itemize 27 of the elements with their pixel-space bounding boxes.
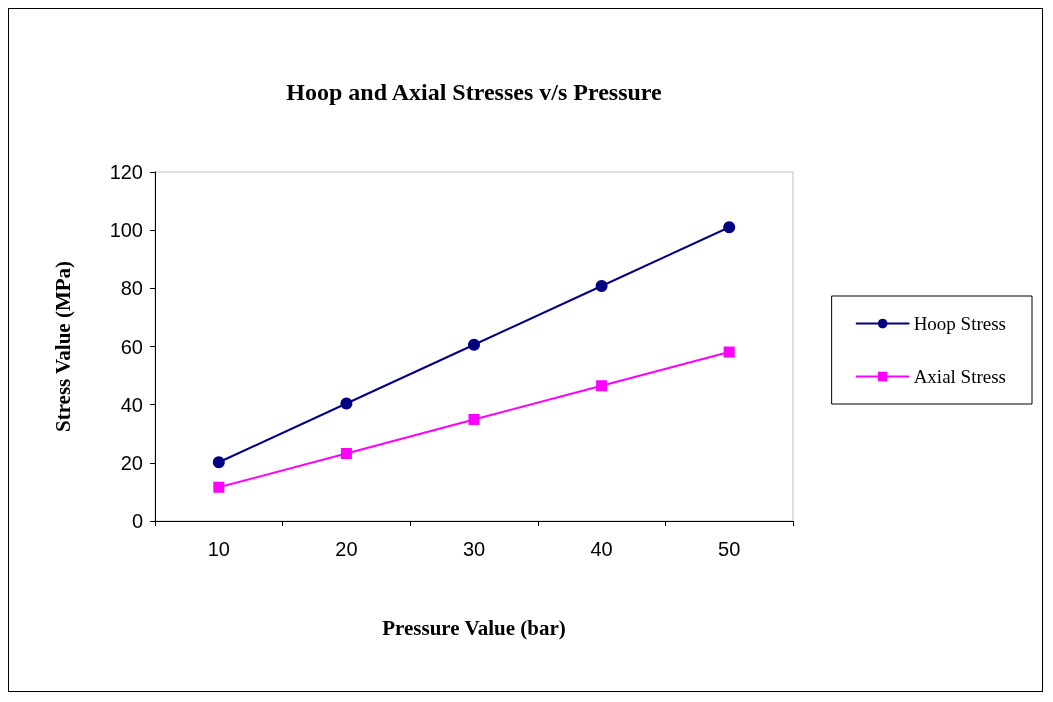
- legend-label: Axial Stress: [913, 366, 1006, 387]
- point: [213, 481, 225, 493]
- x-tick-label: 50: [718, 538, 741, 560]
- y-tick-label: 100: [109, 219, 143, 242]
- point: [468, 338, 480, 351]
- point: [468, 414, 480, 425]
- y-axis-title: Stress Value (MPa): [50, 260, 75, 433]
- x-tick-label: 20: [335, 538, 358, 560]
- point: [723, 346, 735, 358]
- y-tick-label: 20: [120, 451, 143, 474]
- point: [340, 397, 353, 410]
- x-tick-label: 30: [462, 538, 486, 560]
- point: [212, 456, 225, 469]
- x-axis-title: Pressure Value (bar): [382, 615, 566, 640]
- y-tick-label: 0: [131, 510, 143, 532]
- point: [340, 448, 352, 460]
- y-tick-label: 60: [120, 335, 143, 358]
- point: [596, 380, 608, 392]
- chart-title: Hoop and Axial Stresses v/s Pressure: [286, 79, 663, 105]
- y-tick-label: 40: [120, 393, 143, 416]
- legend-label: Hoop Stress: [913, 313, 1007, 334]
- point: [595, 280, 608, 292]
- point: [723, 221, 736, 234]
- y-tick-label: 80: [120, 277, 143, 300]
- y-tick-label: 120: [109, 161, 143, 183]
- x-tick-label: 40: [590, 538, 613, 560]
- x-tick-label: 10: [207, 538, 230, 560]
